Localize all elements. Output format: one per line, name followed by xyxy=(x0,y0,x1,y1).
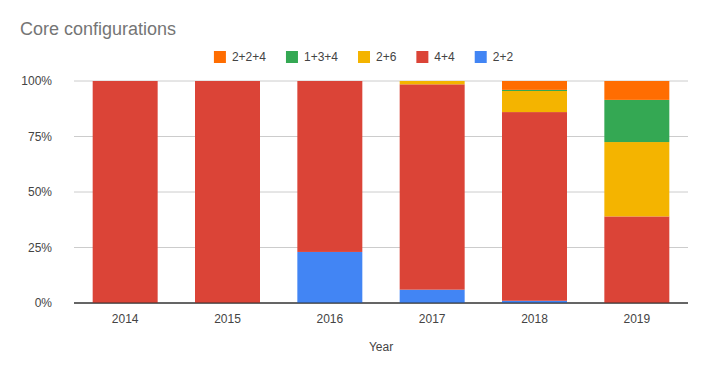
bar-segment xyxy=(297,81,362,82)
bar-segment xyxy=(400,81,465,82)
bar-segment xyxy=(502,112,567,301)
legend-label: 4+4 xyxy=(434,50,455,64)
bar-segment xyxy=(604,100,669,142)
bar-segment xyxy=(93,81,158,82)
legend-swatch xyxy=(358,51,370,63)
grid-line xyxy=(74,303,688,304)
bar-segment xyxy=(400,81,465,84)
x-axis-label: Year xyxy=(369,340,393,354)
legend-label: 2+6 xyxy=(376,50,397,64)
bar-segment xyxy=(93,81,158,82)
bar-segment xyxy=(297,81,362,82)
legend-swatch xyxy=(286,51,298,63)
bar-segment xyxy=(400,81,465,82)
bar-segment xyxy=(604,81,669,100)
legend-label: 1+3+4 xyxy=(304,50,338,64)
legend: 2+2+4 1+3+4 2+6 4+4 2+2 xyxy=(214,50,513,64)
x-tick-label: 2016 xyxy=(316,312,343,326)
bar-segment xyxy=(297,252,362,303)
bars xyxy=(93,81,670,303)
bar-segment xyxy=(195,81,260,82)
legend-label: 2+2+4 xyxy=(232,50,266,64)
bar-segment xyxy=(195,81,260,303)
bar-segment xyxy=(604,216,669,303)
y-tick-label: 100% xyxy=(21,74,52,88)
bar-segment xyxy=(195,81,260,82)
legend-swatch xyxy=(416,51,428,63)
legend-swatch xyxy=(214,51,226,63)
x-tick-label: 2019 xyxy=(623,312,650,326)
y-tick-label: 0% xyxy=(35,296,53,310)
bar-segment xyxy=(400,290,465,303)
x-axis-line xyxy=(74,303,688,304)
bar-segment xyxy=(297,81,362,82)
bar-segment xyxy=(93,81,158,303)
bar-segment xyxy=(93,81,158,82)
chart: Core configurations 0% 25% 50% 75% 100% 2014 20… xyxy=(0,0,727,371)
x-tick-label: 2017 xyxy=(419,312,446,326)
y-tick-label: 75% xyxy=(28,130,52,144)
title: Core configurations xyxy=(20,19,176,39)
grid-line xyxy=(74,81,688,82)
x-tick-label: 2015 xyxy=(214,312,241,326)
bar-segment xyxy=(297,81,362,252)
grid-line xyxy=(74,247,688,248)
grid-line xyxy=(74,192,688,193)
y-tick-label: 50% xyxy=(28,185,52,199)
legend-label: 2+2 xyxy=(493,50,514,64)
bar-segment xyxy=(502,91,567,112)
y-tick-label: 25% xyxy=(28,241,52,255)
x-tick-label: 2018 xyxy=(521,312,548,326)
chart-svg: Core configurations 0% 25% 50% 75% 100% 2014 20… xyxy=(0,0,727,371)
bar-segment xyxy=(502,90,567,91)
bar-segment xyxy=(502,81,567,90)
grid-line xyxy=(74,136,688,137)
bar-segment xyxy=(604,142,669,216)
bar-segment xyxy=(195,81,260,82)
bar-segment xyxy=(400,84,465,289)
legend-swatch xyxy=(475,51,487,63)
x-tick-label: 2014 xyxy=(112,312,139,326)
